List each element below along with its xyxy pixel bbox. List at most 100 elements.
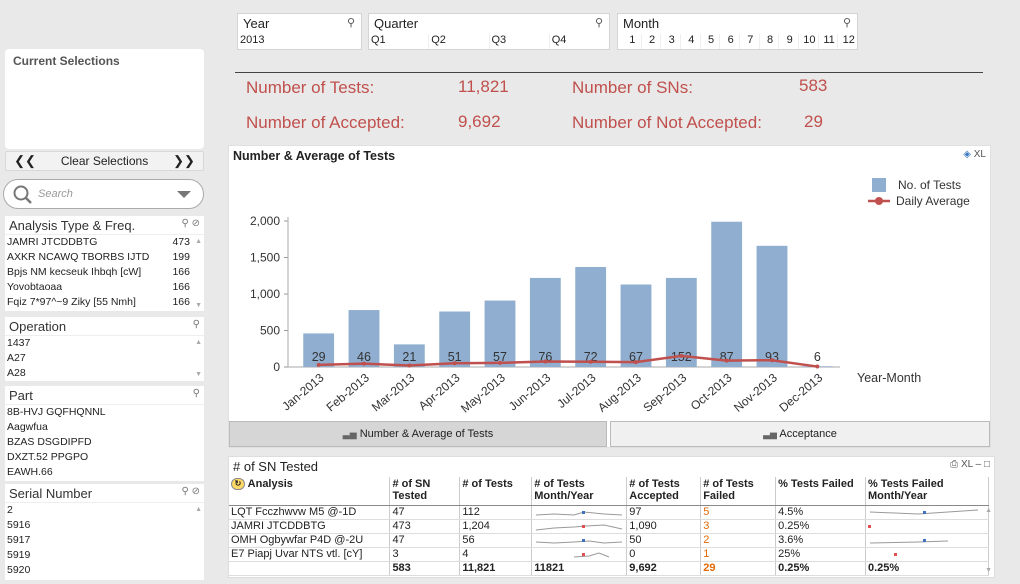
list-item[interactable]: AXKR NCAWQ TBORBS IJTD 199	[5, 250, 204, 265]
column-header[interactable]: # of SN Tested	[389, 477, 461, 506]
list-item[interactable]: 5916	[7, 519, 31, 531]
column-header[interactable]: # of Tests	[459, 477, 533, 506]
scroll-down-icon[interactable]: ▼	[195, 371, 202, 378]
back-arrow-icon[interactable]: ❮❮	[14, 153, 36, 168]
bar	[665, 277, 697, 367]
list-item[interactable]: 5919	[7, 549, 31, 561]
xl-export-icon[interactable]: ◈ XL	[963, 149, 986, 160]
chevron-down-icon[interactable]	[177, 191, 191, 199]
month-value[interactable]: 8	[758, 34, 779, 49]
list-item[interactable]: Bpjs NM kecseuk Ihbqh [cW] 166	[5, 265, 204, 280]
search-icon	[13, 185, 32, 204]
search-icon[interactable]: ⚲ ⊘	[181, 486, 200, 497]
list-item[interactable]: 5920	[7, 564, 31, 576]
scroll-up-icon[interactable]: ▲	[195, 238, 202, 245]
tab-acceptance[interactable]: ▃▅ Acceptance	[610, 421, 990, 447]
quarter-value[interactable]: Q1	[371, 34, 386, 46]
month-value[interactable]: 11	[817, 34, 838, 49]
list-item[interactable]: 8B-HVJ GQFHQNNL	[7, 406, 106, 418]
month-value[interactable]: 2	[640, 34, 661, 49]
search-icon[interactable]: ⚲ ⊘	[181, 218, 200, 229]
tab-number-average[interactable]: ▃▅ Number & Average of Tests	[229, 421, 607, 447]
year-value[interactable]: 2013	[240, 34, 265, 46]
quarter-value[interactable]: Q3	[488, 34, 549, 49]
search-icon[interactable]: ⚲	[192, 319, 200, 330]
bar-chart-icon: ▃▅	[763, 429, 777, 439]
scroll-up-icon[interactable]: ▲	[195, 339, 202, 346]
list-item[interactable]: A27	[7, 352, 26, 364]
scroll-down-icon[interactable]: ▼	[195, 302, 202, 309]
line-point	[362, 361, 366, 366]
column-header[interactable]: # of Tests Accepted	[626, 477, 702, 506]
list-item[interactable]: BZAS DSGDIPFD	[7, 436, 92, 448]
part-listbox[interactable]: Part ⚲ 8B-HVJ GQFHQNNL Aagwfua BZAS DSGDI…	[5, 386, 204, 481]
list-item[interactable]: Fqiz 7*97^~9 Ziky [55 Nmh] 166	[5, 295, 204, 310]
clear-selections-button[interactable]: Clear Selections	[60, 154, 149, 168]
kpi-tests-label: Number of Tests:	[246, 78, 375, 97]
list-item[interactable]: Yovobtaoaa 166	[5, 280, 204, 295]
column-header[interactable]: ↻ Analysis	[229, 477, 391, 506]
table-tools[interactable]: ⎙ XL – □	[950, 459, 990, 470]
list-item[interactable]: EAWH.66	[7, 466, 53, 478]
scroll-up-icon[interactable]: ▲	[195, 506, 202, 513]
list-item[interactable]: Aagwfua	[7, 421, 48, 433]
table-cell-sn: 47	[389, 533, 461, 548]
quarter-filter[interactable]: Quarter ⚲ Q1 Q2 Q3 Q4	[368, 13, 610, 50]
sn-tested-table: ↻ Analysis # of SN Tested # of Tests # o…	[229, 477, 990, 576]
search-placeholder: Search	[38, 188, 73, 200]
quarter-value[interactable]: Q4	[548, 34, 609, 49]
quarter-value[interactable]: Q2	[428, 34, 488, 49]
month-value[interactable]: 10	[798, 34, 818, 49]
serial-number-listbox[interactable]: Serial Number ⚲ ⊘ 2 5916 5917 5919 5920 ▲	[5, 484, 204, 580]
month-value[interactable]: 6	[719, 34, 739, 49]
month-value[interactable]: 1	[629, 34, 636, 46]
list-item[interactable]: JAMRI JTCDDBTG 473	[5, 235, 204, 250]
line-point	[498, 360, 502, 365]
search-icon[interactable]: ⚲	[192, 388, 200, 399]
bar	[711, 221, 743, 367]
month-value[interactable]: 9	[778, 34, 798, 49]
column-header[interactable]: % Tests Failed Month/Year	[865, 477, 990, 506]
column-header[interactable]: # of Tests Month/Year	[531, 477, 628, 506]
search-icon[interactable]: ⚲	[842, 17, 851, 29]
table-row[interactable]: LQT Fcczhwvw M5 @-1D 47 112 97 5 4.5%	[229, 505, 990, 520]
analysis-listbox-title: Analysis Type & Freq.	[9, 218, 136, 233]
table-row[interactable]: JAMRI JTCDDBTG 473 1,204 1,090 3 0.25%	[229, 519, 990, 534]
list-item[interactable]: 5917	[7, 534, 31, 546]
scroll-up-icon[interactable]: ▲	[985, 507, 992, 514]
column-header[interactable]: % Tests Failed	[775, 477, 866, 506]
legend-label: Daily Average	[896, 194, 970, 208]
month-value[interactable]: 4	[680, 34, 700, 49]
list-item-count: 473	[172, 236, 190, 248]
month-value[interactable]: 12	[837, 34, 857, 49]
list-item[interactable]: A28	[7, 367, 26, 379]
column-header[interactable]: # of Tests Failed	[700, 477, 777, 506]
list-item[interactable]: 1437	[7, 337, 31, 349]
current-selections-box[interactable]: Current Selections	[5, 49, 204, 149]
forward-arrow-icon[interactable]: ❯❯	[173, 153, 195, 168]
search-box[interactable]: Search	[3, 179, 204, 209]
bar	[529, 277, 561, 367]
month-value[interactable]: 7	[739, 34, 759, 49]
table-row[interactable]: OMH Ogbywfar P4D @-2U 47 56 50 2 3.6%	[229, 533, 990, 548]
year-filter[interactable]: Year ⚲ 2013	[237, 13, 362, 50]
table-cell-accepted: 1,090	[626, 519, 702, 534]
list-item-label: Fqiz 7*97^~9 Ziky [55 Nmh]	[7, 296, 136, 308]
cycle-icon[interactable]: ↻	[231, 478, 245, 491]
month-value[interactable]: 5	[699, 34, 720, 49]
sparkline	[869, 509, 978, 515]
line-point	[634, 360, 638, 365]
search-icon[interactable]: ⚲	[346, 17, 355, 29]
table-cell-failed: 3	[700, 519, 777, 534]
table-row[interactable]: E7 Piapj Uvar NTS vtl. [cY] 3 4 0 1 25%	[229, 547, 990, 562]
kpi-not-accepted-label: Number of Not Accepted:	[572, 113, 762, 132]
search-icon[interactable]: ⚲	[594, 17, 603, 29]
total-cell: 9,692	[626, 560, 702, 576]
operation-listbox[interactable]: Operation ⚲ 1437 A27 A28 ▲ ▼	[5, 317, 204, 381]
analysis-listbox[interactable]: Analysis Type & Freq. ⚲ ⊘ JAMRI JTCDDBTG 4…	[5, 216, 204, 311]
list-item[interactable]: 2	[7, 504, 13, 516]
scroll-down-icon[interactable]: ▼	[985, 567, 992, 574]
month-value[interactable]: 3	[660, 34, 680, 49]
month-filter[interactable]: Month ⚲ 1 2 3 4 5 6 7 8 9 10 11 12	[617, 13, 858, 50]
list-item[interactable]: DXZT.52 PPGPO	[7, 451, 89, 463]
